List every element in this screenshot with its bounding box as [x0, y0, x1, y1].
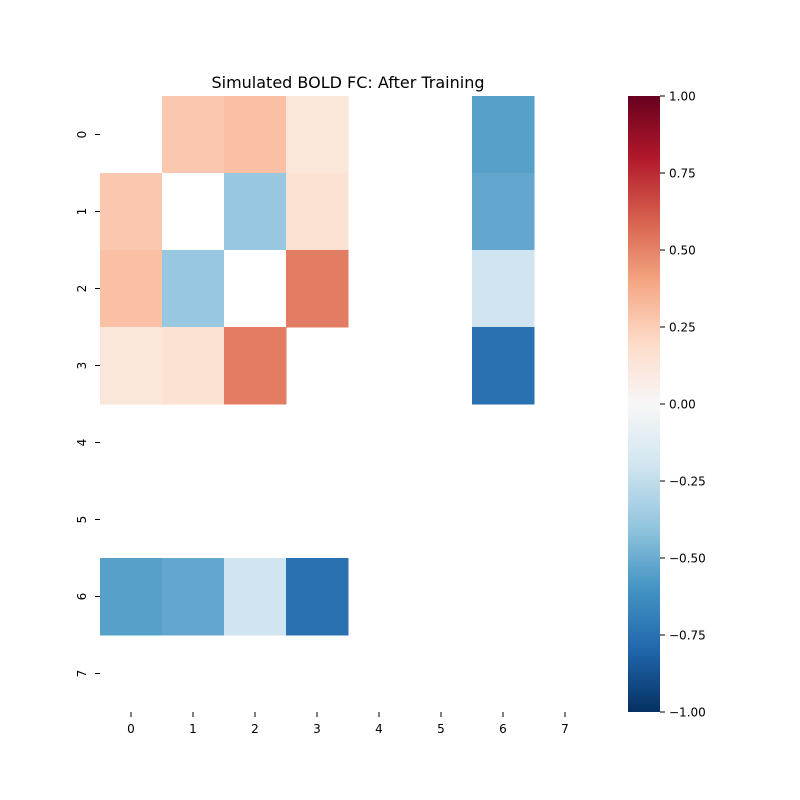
- colorbar-tick-label: 0.50: [669, 244, 696, 258]
- x-tick-label: 1: [189, 722, 197, 736]
- heatmap-cell: [224, 96, 287, 174]
- x-tick-label: 0: [127, 722, 135, 736]
- colorbar-tick-label: 0.25: [669, 321, 696, 335]
- x-tick-label: 7: [561, 722, 569, 736]
- y-tick-label: 7: [75, 670, 89, 678]
- heatmap-cell: [224, 173, 287, 251]
- heatmap-cell: [162, 96, 225, 174]
- heatmap-cell: [472, 327, 535, 405]
- x-tick-label: 3: [313, 722, 321, 736]
- y-tick-label: 6: [75, 593, 89, 601]
- heatmap-cells: [100, 96, 535, 636]
- heatmap-cell: [286, 96, 349, 174]
- heatmap-cell: [162, 173, 225, 251]
- y-tick-label: 1: [75, 208, 89, 216]
- heatmap-cell: [472, 96, 535, 174]
- heatmap-cell: [100, 558, 163, 636]
- heatmap-cell: [286, 173, 349, 251]
- heatmap-cell: [100, 250, 163, 328]
- colorbar-tick-label: 1.00: [669, 90, 696, 104]
- x-tick-label: 4: [375, 722, 383, 736]
- heatmap-cell: [162, 250, 225, 328]
- colorbar-tick-label: −0.50: [669, 552, 706, 566]
- x-tick-label: 2: [251, 722, 259, 736]
- colorbar-tick-label: 0.75: [669, 167, 696, 181]
- y-axis-ticks: 0 1 2 3 4 5 6 7: [75, 131, 100, 678]
- colorbar-gradient: [628, 96, 660, 712]
- heatmap-cell: [224, 558, 287, 636]
- y-tick-label: 0: [75, 131, 89, 139]
- chart-title: Simulated BOLD FC: After Training: [211, 73, 484, 92]
- colorbar-tick-label: −0.25: [669, 475, 706, 489]
- heatmap-cell: [472, 250, 535, 328]
- heatmap-cell: [100, 327, 163, 405]
- heatmap-cell: [162, 558, 225, 636]
- heatmap-cell: [224, 250, 287, 328]
- heatmap-cell: [162, 327, 225, 405]
- heatmap-cell: [100, 173, 163, 251]
- y-tick-label: 5: [75, 516, 89, 524]
- heatmap-cell: [472, 173, 535, 251]
- colorbar-ticks: 1.00 0.75 0.50 0.25 0.00 −0.25 −0.50 −0.75 −1.00: [660, 90, 706, 720]
- colorbar: [628, 96, 660, 712]
- x-tick-label: 6: [499, 722, 507, 736]
- y-tick-label: 4: [75, 439, 89, 447]
- x-tick-label: 5: [437, 722, 445, 736]
- heatmap-cell: [286, 250, 349, 328]
- heatmap-cell: [286, 558, 349, 636]
- x-axis-ticks: 0 1 2 3 4 5 6 7: [127, 712, 569, 736]
- colorbar-tick-label: −0.75: [669, 629, 706, 643]
- heatmap-cell: [224, 327, 287, 405]
- y-tick-label: 3: [75, 362, 89, 370]
- colorbar-tick-label: −1.00: [669, 706, 706, 720]
- colorbar-tick-label: 0.00: [669, 398, 696, 412]
- y-tick-label: 2: [75, 285, 89, 293]
